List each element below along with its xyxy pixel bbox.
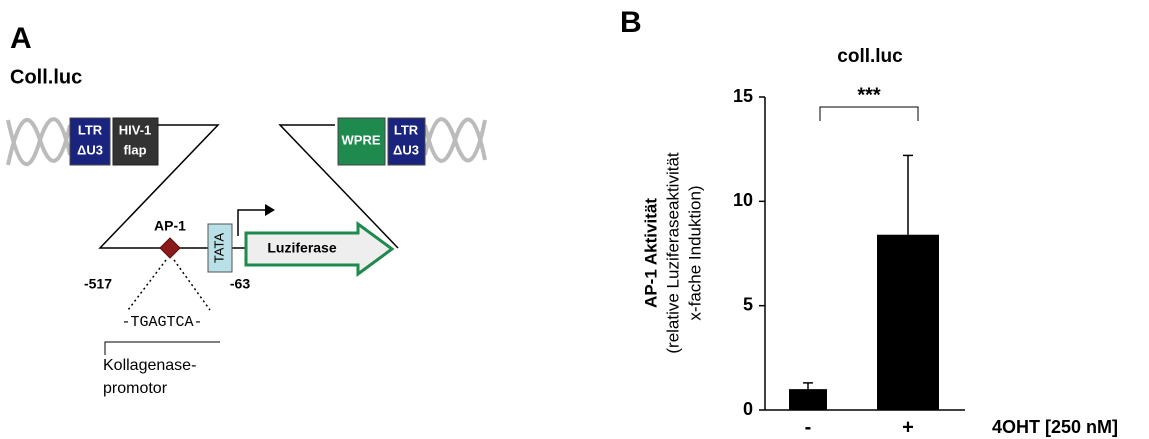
y-tick-label: 0: [743, 399, 753, 419]
panel-label: A: [10, 22, 32, 55]
chart-title: coll.luc: [837, 46, 903, 67]
x-tick-label: +: [902, 416, 914, 438]
flap-label: flap: [123, 142, 146, 157]
x-tick-label: -: [805, 416, 812, 438]
sequence: -TGAGTCA-: [121, 314, 202, 331]
significance-bracket: [820, 107, 918, 121]
significance-label: ***: [857, 84, 881, 106]
y-axis-label: (relative Luziferaseaktivität: [663, 152, 682, 354]
promoter-label: promotor: [103, 380, 168, 397]
ltr-label: LTR: [78, 122, 103, 137]
wave-left: [8, 119, 70, 165]
wpre-label: WPRE: [342, 132, 381, 147]
ap1-site: [160, 238, 180, 258]
bracket: [105, 342, 220, 355]
bar: [877, 235, 939, 410]
reporter-label: Luziferase: [267, 240, 336, 256]
position-label: -63: [230, 276, 250, 292]
wave-right: [425, 119, 485, 161]
y-tick-label: 15: [733, 86, 753, 106]
ap1-label: AP-1: [154, 218, 186, 234]
ltr-label: ΔU3: [77, 142, 103, 157]
tata-label: TATA: [211, 233, 226, 264]
flap-label: HIV-1: [119, 122, 152, 137]
promoter-label: Kollagenase-: [103, 357, 196, 374]
ltr-label: LTR: [394, 122, 419, 137]
position-label: -517: [84, 276, 112, 292]
promoter-arrowhead: [265, 204, 275, 216]
y-axis-label: AP-1 Aktivität: [641, 198, 660, 308]
figure: A Coll.luc LTR ΔU3 HIV-1 flap WPRE LTR Δ…: [0, 0, 1149, 439]
ltr-label: ΔU3: [393, 142, 419, 157]
x-axis-label: 4OHT [250 nM]: [992, 417, 1118, 437]
panel-label: B: [620, 6, 642, 39]
y-axis-label: x-fache Induktion): [685, 185, 704, 320]
bar-chart: 0 5 10 15 - + ***: [733, 84, 965, 438]
y-tick-label: 5: [743, 294, 753, 314]
construct-title: Coll.luc: [10, 66, 82, 88]
bar: [789, 389, 827, 410]
zoom-lines: [128, 260, 210, 310]
y-tick-label: 10: [733, 190, 753, 210]
